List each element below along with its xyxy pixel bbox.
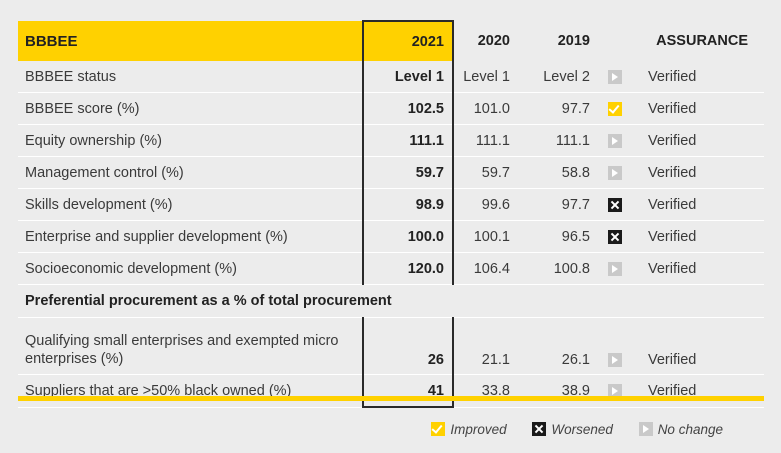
value-2021: 26 <box>362 317 454 375</box>
section-header-row: Preferential procurement as a % of total… <box>18 284 764 318</box>
table-row: Qualifying small enterprises and exempte… <box>18 317 764 375</box>
value-2019: Level 2 <box>518 61 598 93</box>
column-header-trend <box>598 21 632 61</box>
bbbee-table: BBBEE 2021 2020 2019 ASSURANCE BBBEE sta… <box>18 20 764 408</box>
assurance-value: Verified <box>632 188 764 221</box>
check-icon <box>431 422 446 436</box>
table-bottom-rule <box>18 396 764 401</box>
play-arrow-icon <box>608 133 622 148</box>
assurance-value: Verified <box>632 61 764 93</box>
value-2021: 59.7 <box>362 156 454 189</box>
cross-icon <box>608 229 622 244</box>
play-arrow-icon <box>638 422 653 436</box>
value-2020: 106.4 <box>453 252 518 285</box>
table-row: Socioeconomic development (%) 120.0 106.… <box>18 252 764 285</box>
table-row: Suppliers that are >50% black owned (%) … <box>18 374 764 408</box>
bbbee-table-container: BBBEE 2021 2020 2019 ASSURANCE BBBEE sta… <box>18 20 764 408</box>
table-row: BBBEE score (%) 102.5 101.0 97.7 Verifie… <box>18 92 764 125</box>
value-2021: Level 1 <box>362 61 454 93</box>
cross-icon <box>532 422 547 436</box>
table-row: BBBEE status Level 1 Level 1 Level 2 Ver… <box>18 61 764 93</box>
play-arrow-icon <box>608 353 622 368</box>
value-2019: 58.8 <box>518 156 598 189</box>
value-2021: 98.9 <box>362 188 454 221</box>
check-icon <box>608 101 622 116</box>
row-label: Enterprise and supplier development (%) <box>18 220 363 253</box>
legend-label: Worsened <box>551 422 613 437</box>
legend: Improved Worsened No change <box>409 422 723 437</box>
row-label: BBBEE score (%) <box>18 92 363 125</box>
assurance-value: Verified <box>632 317 764 375</box>
column-header-assurance: ASSURANCE <box>656 33 748 49</box>
legend-item-worsened: Worsened <box>532 422 613 437</box>
row-label: Management control (%) <box>18 156 363 189</box>
row-label: Skills development (%) <box>18 188 363 221</box>
value-2021: 111.1 <box>362 124 454 157</box>
value-2019: 38.9 <box>518 374 598 408</box>
row-label: Socioeconomic development (%) <box>18 252 363 285</box>
value-2019: 96.5 <box>518 220 598 253</box>
value-2021: 120.0 <box>362 252 454 285</box>
table-header-row: BBBEE 2021 2020 2019 ASSURANCE <box>18 20 764 61</box>
assurance-value: Verified <box>632 156 764 189</box>
value-2021: 41 <box>362 374 454 408</box>
value-2020: 100.1 <box>453 220 518 253</box>
legend-label: Improved <box>450 422 507 437</box>
value-2020: 99.6 <box>453 188 518 221</box>
cross-icon <box>608 197 622 212</box>
table-row: Enterprise and supplier development (%) … <box>18 220 764 253</box>
value-2019: 100.8 <box>518 252 598 285</box>
column-header-2021: 2021 <box>362 20 454 61</box>
play-arrow-icon <box>608 165 622 180</box>
value-2020: 111.1 <box>453 124 518 157</box>
value-2019: 97.7 <box>518 188 598 221</box>
table-row: Equity ownership (%) 111.1 111.1 111.1 V… <box>18 124 764 157</box>
column-header-2020: 2020 <box>477 33 510 49</box>
row-label: Suppliers that are >50% black owned (%) <box>18 374 363 408</box>
assurance-value: Verified <box>632 374 764 408</box>
legend-label: No change <box>657 422 723 437</box>
row-label: BBBEE status <box>18 61 363 93</box>
table-row: Management control (%) 59.7 59.7 58.8 Ve… <box>18 156 764 189</box>
legend-item-no-change: No change <box>638 422 723 437</box>
value-2020: Level 1 <box>453 61 518 93</box>
play-arrow-icon <box>608 383 622 398</box>
value-2020: 101.0 <box>453 92 518 125</box>
play-arrow-icon <box>608 69 622 84</box>
column-header-2019: 2019 <box>557 33 590 49</box>
legend-item-improved: Improved <box>431 422 507 437</box>
value-2019: 97.7 <box>518 92 598 125</box>
table-row: Skills development (%) 98.9 99.6 97.7 Ve… <box>18 188 764 221</box>
assurance-value: Verified <box>632 252 764 285</box>
value-2020: 21.1 <box>453 317 518 375</box>
row-label: Equity ownership (%) <box>18 124 363 157</box>
assurance-value: Verified <box>632 92 764 125</box>
table-title: BBBEE <box>18 21 363 61</box>
value-2019: 111.1 <box>518 124 598 157</box>
value-2021: 100.0 <box>362 220 454 253</box>
value-2020: 33.8 <box>453 374 518 408</box>
row-label: Qualifying small enterprises and exempte… <box>18 317 363 375</box>
value-2021: 102.5 <box>362 92 454 125</box>
value-2019: 26.1 <box>518 317 598 375</box>
assurance-value: Verified <box>632 124 764 157</box>
section-title: Preferential procurement as a % of total… <box>18 284 764 318</box>
value-2020: 59.7 <box>453 156 518 189</box>
assurance-value: Verified <box>632 220 764 253</box>
play-arrow-icon <box>608 261 622 276</box>
